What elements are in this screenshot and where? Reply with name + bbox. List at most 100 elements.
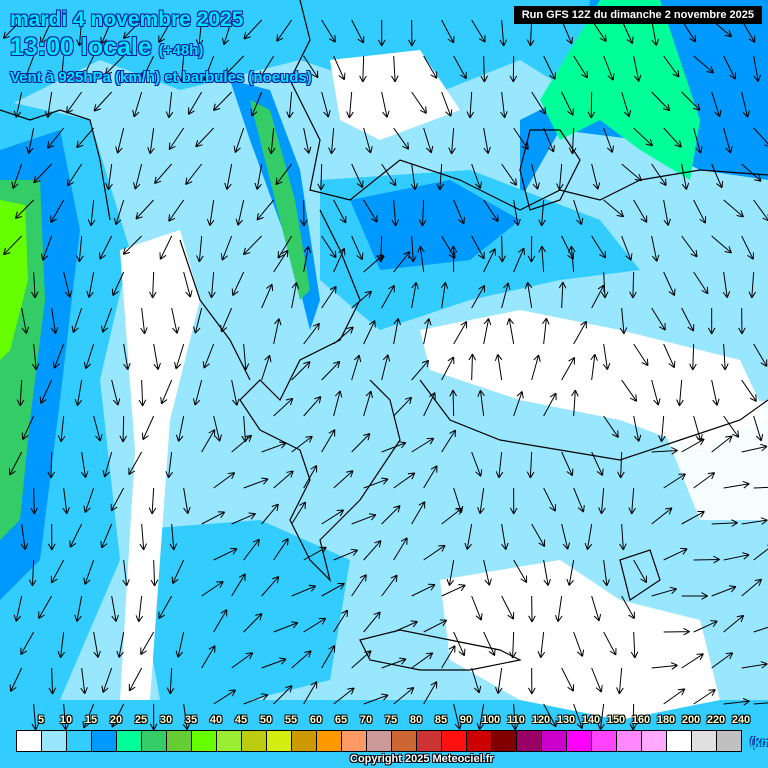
legend-swatch	[192, 731, 217, 751]
wind-arrow	[566, 559, 575, 586]
wind-arrow	[11, 163, 23, 189]
wind-arrow	[122, 19, 143, 39]
legend-label: 5	[37, 714, 45, 726]
wind-arrows	[2, 19, 768, 731]
wind-arrow	[616, 667, 624, 695]
wind-arrow	[741, 443, 768, 453]
wind-arrow	[693, 271, 709, 295]
wind-arrow	[663, 627, 690, 636]
legend-label: 220	[706, 714, 726, 726]
wind-arrow	[48, 523, 56, 551]
wind-arrow	[538, 245, 546, 273]
wind-arrow	[441, 507, 463, 525]
wind-arrow	[321, 509, 345, 525]
wind-arrow	[721, 343, 729, 371]
wind-arrow	[111, 271, 125, 297]
wind-arrow	[441, 645, 456, 669]
wind-arrow	[543, 703, 557, 728]
wind-arrow	[600, 271, 609, 299]
wind-arrow	[753, 343, 768, 367]
wind-arrow	[681, 91, 701, 111]
wind-arrow	[464, 523, 473, 550]
wind-arrow	[158, 19, 173, 43]
wind-arrow	[441, 91, 453, 117]
wind-arrow	[629, 703, 637, 731]
wind-arrow	[303, 681, 318, 705]
wind-arrow	[573, 703, 584, 729]
legend-label: 150	[606, 714, 626, 726]
wind-arrow	[261, 441, 287, 453]
wind-arrow	[741, 517, 768, 525]
wind-arrow	[213, 415, 223, 442]
wind-arrow	[135, 595, 144, 623]
wind-arrow	[128, 451, 143, 476]
wind-arrow	[243, 19, 263, 40]
wind-arrow	[651, 163, 667, 187]
wind-arrow	[202, 343, 215, 369]
wind-arrow	[363, 254, 384, 273]
legend-label: 65	[334, 714, 348, 726]
wind-arrow	[291, 501, 306, 525]
wind-arrow	[243, 538, 260, 561]
wind-arrow	[630, 631, 639, 659]
legend-swatch	[467, 731, 492, 751]
wind-arrow	[391, 199, 400, 227]
wind-arrow	[528, 595, 536, 623]
wind-arrow	[140, 307, 148, 335]
wind-arrow	[543, 487, 557, 512]
wind-arrow	[154, 163, 173, 185]
wind-arrow	[477, 487, 485, 515]
wind-arrow	[556, 163, 564, 191]
wind-arrow	[476, 703, 485, 730]
wind-arrow	[603, 55, 615, 81]
wind-arrow	[165, 91, 174, 119]
wind-arrow	[524, 282, 533, 309]
wind-arrow	[561, 356, 575, 381]
wind-arrow	[494, 353, 503, 381]
legend-label: 180	[656, 714, 676, 726]
wind-arrow	[500, 91, 508, 119]
wind-arrow	[411, 91, 427, 114]
wind-arrow	[13, 595, 23, 622]
wind-arrow	[273, 470, 294, 489]
wind-arrow	[471, 284, 486, 309]
legend-label: 45	[234, 714, 248, 726]
wind-arrow	[393, 251, 411, 273]
wind-arrow	[243, 235, 263, 256]
wind-arrow	[663, 55, 680, 78]
wind-arrow	[753, 702, 768, 705]
wind-arrow	[150, 559, 159, 587]
wind-arrow	[111, 379, 121, 406]
wind-arrow	[449, 389, 457, 417]
wind-arrow	[363, 477, 389, 489]
wind-arrow	[448, 127, 456, 155]
wind-arrow	[561, 667, 575, 692]
wind-arrow	[513, 247, 526, 273]
wind-arrow	[175, 631, 185, 658]
wind-arrow	[201, 429, 216, 453]
wind-arrow	[531, 354, 541, 381]
wind-arrow	[663, 127, 682, 148]
wind-arrow	[509, 487, 518, 515]
wind-arrow	[423, 465, 438, 489]
wind-arrow	[159, 235, 173, 260]
wind-arrow	[9, 451, 23, 476]
wind-arrow	[193, 307, 203, 334]
wind-arrow	[346, 91, 354, 119]
wind-arrow	[321, 429, 336, 453]
wind-arrow	[363, 540, 382, 561]
legend-swatch	[517, 731, 542, 751]
wind-arrow	[76, 235, 84, 263]
map-subtitle: Vent à 925hPa (km/h) et barbules (noeuds…	[10, 69, 312, 86]
wind-arrow	[333, 199, 347, 224]
wind-arrow	[651, 19, 660, 46]
wind-arrow	[561, 451, 574, 477]
wind-arrow	[621, 91, 632, 118]
wind-arrow	[753, 544, 768, 561]
wind-arrow	[471, 667, 482, 694]
legend-swatch	[92, 731, 117, 751]
wind-arrow	[267, 127, 276, 155]
wind-arrow	[681, 592, 708, 600]
wind-arrow	[196, 235, 204, 263]
